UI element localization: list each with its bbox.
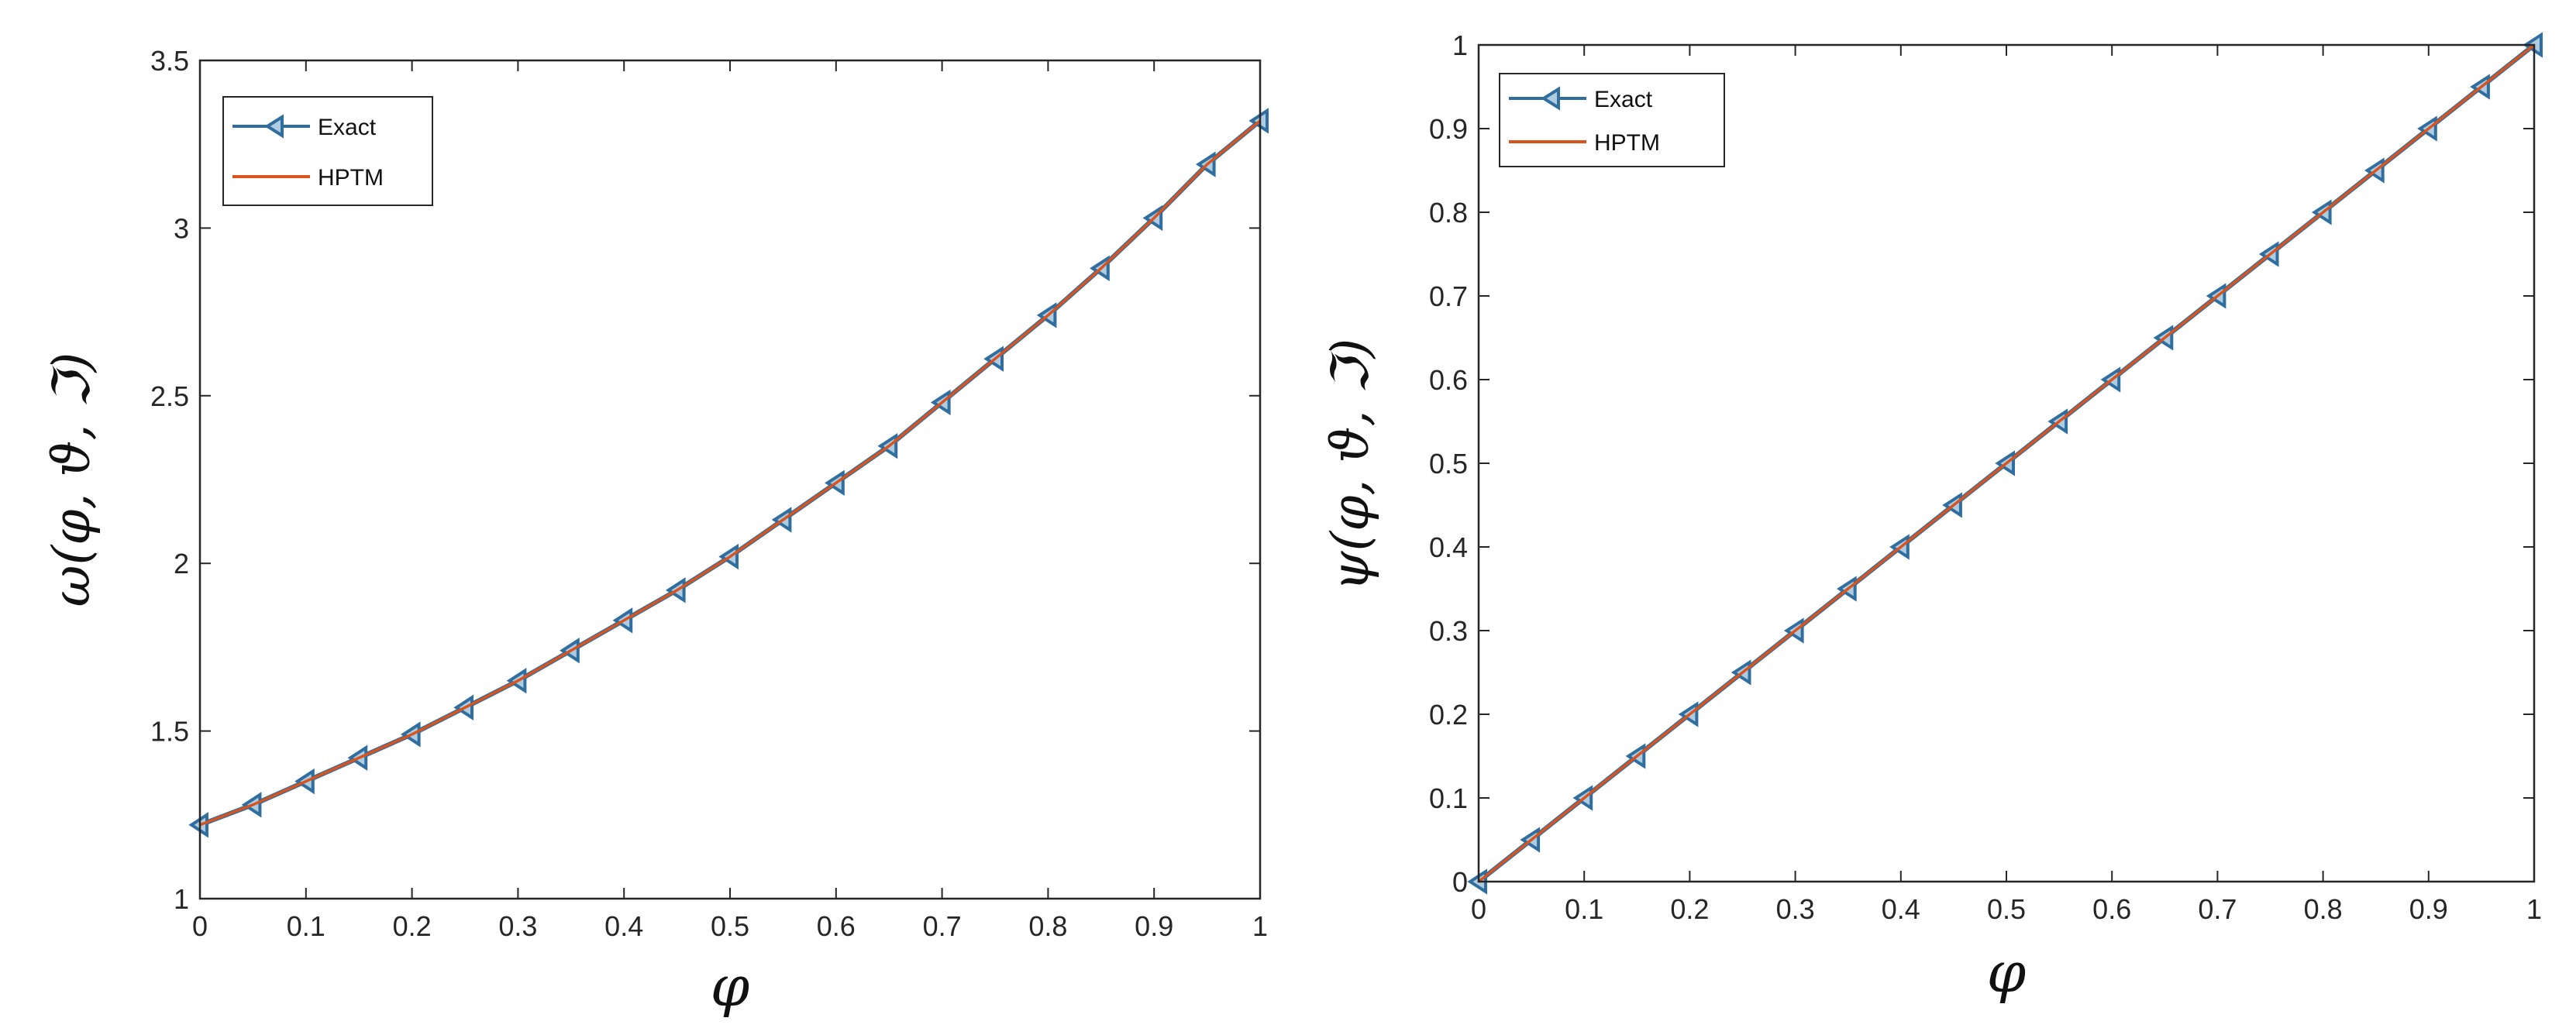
y-tick-label: 2.5 — [150, 380, 189, 412]
y-tick-label: 1 — [1452, 29, 1468, 61]
y-tick-label: 0 — [1452, 866, 1468, 898]
x-tick-label: 0.6 — [2092, 893, 2131, 925]
chart-psi: 0 0.1 0.2 0.3 0.4 0.5 0.6 0.7 0.8 0.9 1 0 0.1 0.2 0.3 0… — [1321, 29, 2543, 1005]
y-tick-label: 0.2 — [1429, 699, 1468, 731]
series-hptm-line — [1477, 43, 2536, 883]
chart-omega-plot-frame — [198, 59, 1262, 900]
x-tick-label: 0.5 — [1987, 893, 2026, 925]
x-tick-label: 0.3 — [1776, 893, 1815, 925]
legend-exact-marker — [1541, 86, 1560, 111]
chart-psi-xlabel: φ — [1987, 940, 2027, 1005]
legend-exact-label: Exact — [318, 115, 377, 140]
legend-hptm-label: HPTM — [318, 165, 384, 191]
x-tick-label: 0.5 — [711, 910, 749, 942]
chart-psi-marks: 0 0.1 0.2 0.3 0.4 0.5 0.6 0.7 0.8 0.9 1 0 0.1 0.2 0.3 0… — [1429, 29, 2543, 925]
y-tick-label: 1.5 — [150, 716, 189, 748]
legend-hptm-label: HPTM — [1594, 130, 1660, 156]
x-tick-label: 1 — [1252, 910, 1268, 942]
y-tick-label: 2 — [174, 548, 189, 579]
legend-exact-label: Exact — [1594, 87, 1653, 112]
x-tick-label: 0.2 — [1670, 893, 1709, 925]
x-tick-label: 0 — [1471, 893, 1486, 925]
legend-exact-marker — [264, 114, 284, 139]
chart-psi-legend: Exact HPTM — [1499, 73, 1725, 167]
y-tick-label: 3 — [174, 212, 189, 244]
x-tick-label: 0.8 — [2304, 893, 2343, 925]
legend-box — [1499, 73, 1725, 167]
y-tick-label: 0.7 — [1429, 280, 1468, 312]
x-tick-label: 0.1 — [1565, 893, 1603, 925]
x-tick-label: 0.2 — [393, 910, 432, 942]
chart-psi-ylabel: ψ(φ, ϑ, ℑ) — [1321, 339, 1380, 592]
chart-omega-legend: Exact HPTM — [222, 96, 433, 206]
x-tick-label: 0.9 — [2409, 893, 2448, 925]
y-tick-label: 1 — [174, 883, 189, 915]
y-tick-label: 0.5 — [1429, 448, 1468, 480]
x-tick-label: 0.7 — [923, 910, 962, 942]
y-tick-label: 0.4 — [1429, 531, 1468, 563]
y-tick-label: 3.5 — [150, 45, 189, 77]
y-tick-label: 0.3 — [1429, 615, 1468, 647]
series-hptm-line — [199, 119, 1262, 827]
x-tick-label: 0 — [192, 910, 208, 942]
chart-omega: 0 0.1 0.2 0.3 0.4 0.5 0.6 0.7 0.8 0.9 1 1 1.5 2 2.5 3 3.… — [42, 45, 1269, 1019]
chart-omega-xlabel: φ — [711, 954, 750, 1019]
y-tick-label: 0.8 — [1429, 197, 1468, 229]
x-tick-label: 1 — [2526, 893, 2542, 925]
chart-omega-ylabel: ω(φ, ϑ, ℑ) — [42, 352, 102, 607]
x-tick-label: 0.4 — [604, 910, 643, 942]
chart-omega-marks: 0 0.1 0.2 0.3 0.4 0.5 0.6 0.7 0.8 0.9 1 1 1.5 2 2.5 3 3.… — [150, 45, 1269, 942]
x-tick-label: 0.8 — [1028, 910, 1067, 942]
x-tick-label: 0.9 — [1135, 910, 1173, 942]
y-tick-label: 0.9 — [1429, 113, 1468, 145]
legend-box — [222, 96, 433, 206]
x-tick-label: 0.4 — [1882, 893, 1920, 925]
x-tick-label: 0.6 — [817, 910, 856, 942]
y-tick-label: 0.6 — [1429, 364, 1468, 396]
x-tick-label: 0.3 — [498, 910, 537, 942]
chart-psi-plot-frame — [1477, 43, 2536, 883]
x-tick-label: 0.7 — [2198, 893, 2237, 925]
y-tick-label: 0.1 — [1429, 782, 1468, 814]
x-tick-label: 0.1 — [287, 910, 325, 942]
